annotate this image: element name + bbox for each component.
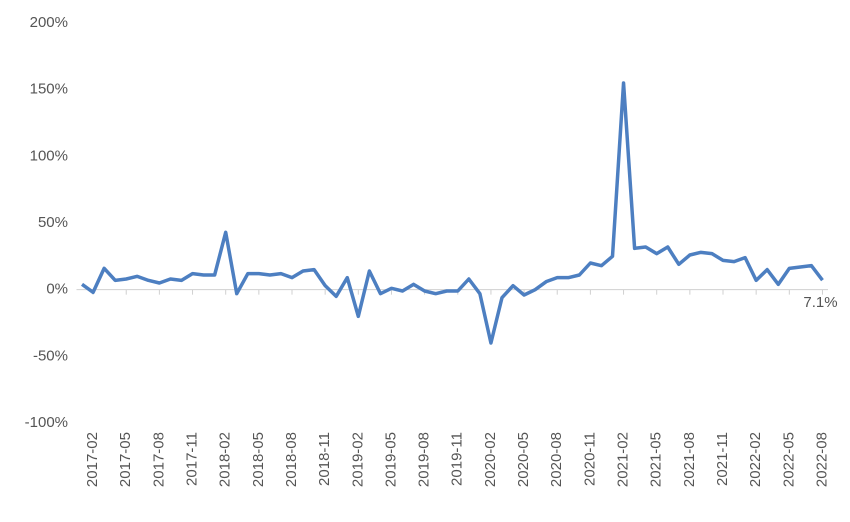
x-tick-label: 2018-11 — [316, 432, 333, 486]
x-tick-label: 2018-02 — [217, 432, 234, 487]
y-tick-label: 0% — [46, 281, 68, 298]
x-tick-label: 2020-02 — [482, 432, 499, 487]
x-tick-label: 2019-08 — [416, 432, 433, 487]
x-tick-label: 2021-08 — [681, 432, 698, 487]
x-tick-label: 2018-05 — [250, 432, 267, 487]
x-tick-label: 2022-05 — [780, 432, 797, 487]
data-label: 7.1% — [803, 294, 837, 311]
y-tick-label: 50% — [38, 214, 68, 231]
x-tick-label: 2018-08 — [283, 432, 300, 487]
x-tick-label: 2019-02 — [349, 432, 366, 487]
x-tick-label: 2021-02 — [615, 432, 632, 487]
y-tick-label: 200% — [30, 14, 68, 31]
y-tick-label: 100% — [30, 147, 68, 164]
y-tick-label: -50% — [33, 347, 68, 364]
x-tick-label: 2020-05 — [515, 432, 532, 487]
x-tick-label: 2019-11 — [449, 432, 466, 486]
x-tick-label: 2017-02 — [84, 432, 101, 487]
x-tick-label: 2022-08 — [813, 432, 830, 487]
series-line — [80, 81, 824, 345]
x-tick-label: 2021-11 — [714, 432, 731, 486]
x-tick-label: 2022-02 — [747, 432, 764, 487]
y-tick-label: 150% — [30, 81, 68, 98]
x-tick-label: 2020-08 — [548, 432, 565, 487]
x-tick-label: 2017-08 — [150, 432, 167, 487]
x-tick-label: 2017-11 — [184, 432, 201, 486]
x-tick-label: 2020-11 — [581, 432, 598, 486]
x-tick-label: 2021-05 — [648, 432, 665, 487]
x-tick-label: 2017-05 — [117, 432, 134, 487]
y-tick-label: -100% — [25, 414, 68, 431]
x-tick-label: 2019-05 — [382, 432, 399, 487]
